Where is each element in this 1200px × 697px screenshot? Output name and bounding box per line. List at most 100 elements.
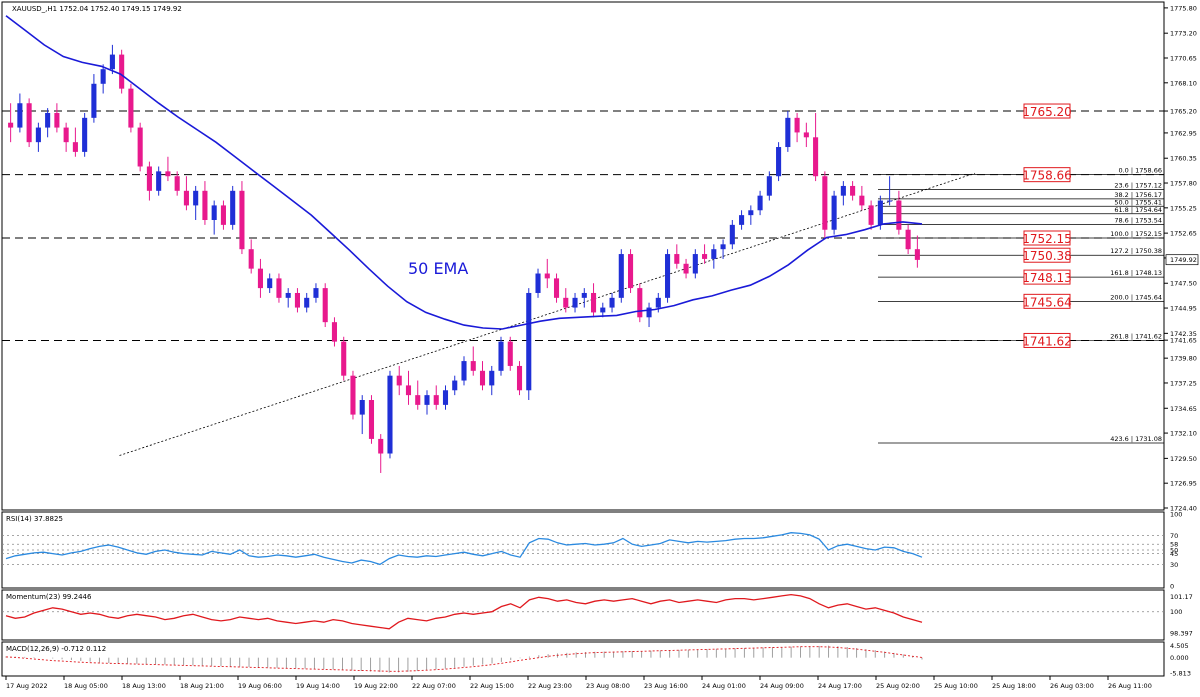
candle-body: [276, 278, 282, 298]
candle-body: [45, 112, 51, 128]
candle-body: [507, 341, 513, 366]
candle-body: [17, 103, 23, 128]
candle-body: [368, 400, 375, 439]
level-label-box: [1023, 293, 1071, 309]
time-tick-label: 18 Aug 13:00: [122, 682, 166, 690]
candle-body: [415, 395, 421, 405]
rsi-label: RSI(14) 37.8825: [6, 515, 63, 523]
macd-axis-label: 4.505: [1170, 642, 1189, 650]
candle-body: [850, 185, 856, 196]
time-tick-label: 23 Aug 08:00: [586, 682, 630, 690]
candle-body: [748, 210, 754, 216]
candle-body: [433, 395, 439, 405]
candle-body: [128, 88, 134, 128]
price-tick-label: 1747.50: [1170, 280, 1197, 288]
price-tick-label: 1729.50: [1170, 455, 1197, 463]
price-tick-label: 1768.10: [1170, 79, 1197, 87]
price-tick-label: 1755.25: [1170, 204, 1197, 212]
candle-body: [665, 254, 671, 298]
candle-body: [720, 244, 726, 250]
candle-body: [489, 370, 495, 386]
price-tick-label: 1741.65: [1170, 337, 1197, 345]
fib-label: 0.0 | 1758.66: [1118, 167, 1162, 175]
time-tick-label: 25 Aug 18:00: [992, 682, 1036, 690]
candle-body: [646, 307, 652, 318]
candle-body: [220, 205, 226, 225]
candle-body: [859, 195, 865, 206]
rsi-axis-label: 50: [1170, 547, 1178, 555]
level-label-box: [1023, 332, 1071, 348]
candle-body: [822, 176, 828, 230]
candle-body: [267, 278, 273, 289]
candle-body: [72, 142, 78, 152]
momentum-line: [5, 593, 923, 630]
price-tick-label: 1752.65: [1170, 230, 1197, 238]
candle-body: [119, 54, 125, 89]
candle-body: [887, 200, 893, 202]
momentum-axis-label: 101.17: [1170, 593, 1193, 601]
candle-body: [174, 176, 180, 191]
price-tick-label: 1757.80: [1170, 180, 1197, 188]
rsi-axis-label: 45: [1170, 550, 1178, 558]
time-tick-label: 25 Aug 02:00: [876, 682, 920, 690]
candle-body: [183, 190, 189, 206]
level-label: 1741.62: [1022, 334, 1072, 348]
candle-body: [202, 190, 208, 220]
candle-body: [628, 254, 634, 289]
level-label-box: [1023, 103, 1071, 119]
candle-body: [350, 375, 356, 415]
price-tick-label: 1737.25: [1170, 379, 1197, 387]
candle-body: [637, 288, 643, 318]
price-tick-label: 1742.35: [1170, 330, 1197, 338]
level-label: 1745.64: [1022, 295, 1072, 309]
candle-body: [359, 400, 365, 415]
candle-body: [526, 292, 532, 391]
candle-body: [914, 249, 920, 260]
time-tick-label: 24 Aug 09:00: [760, 682, 804, 690]
rsi-axis-label: 58: [1170, 541, 1178, 549]
fib-label: 50.0 | 1755.41: [1114, 198, 1162, 206]
price-tick-label: 1739.80: [1170, 355, 1197, 363]
candle-body: [766, 176, 772, 196]
candle-body: [655, 297, 661, 308]
candle-body: [294, 292, 300, 308]
momentum-label: Momentum(23) 99.2446: [6, 593, 92, 601]
fib-label: 61.8 | 1754.64: [1114, 206, 1162, 214]
fib-label: 78.6 | 1753.54: [1114, 216, 1162, 224]
fib-label: 200.0 | 1745.64: [1110, 293, 1162, 301]
candle-body: [8, 122, 14, 128]
candle-body: [109, 54, 115, 70]
time-tick-label: 22 Aug 23:00: [528, 682, 572, 690]
rsi-axis-label: 0: [1170, 583, 1174, 591]
candle-body: [776, 147, 782, 177]
candle-body: [396, 375, 402, 386]
ema-annotation: 50 EMA: [408, 259, 468, 278]
chart-header: XAUUSD_,H1 1752.04 1752.40 1749.15 1749.…: [12, 5, 182, 13]
candle-body: [590, 292, 597, 313]
candle-body: [785, 117, 791, 148]
candle-body: [341, 341, 347, 376]
candle-body: [405, 385, 412, 396]
candle-body: [544, 273, 550, 279]
candle-body: [63, 127, 69, 143]
price-tick-label: 1744.95: [1170, 305, 1197, 313]
price-tick-label: 1732.10: [1170, 430, 1197, 438]
candle-body: [692, 254, 698, 274]
macd-label: MACD(12,26,9) -0.712 0.112: [6, 645, 106, 653]
candle-body: [91, 83, 97, 118]
macd-axis-label: -5.813: [1170, 670, 1191, 678]
price-tick-label: 1775.80: [1170, 4, 1197, 12]
fib-label: 423.6 | 1731.08: [1110, 435, 1162, 443]
level-label-box: [1023, 230, 1071, 246]
candle-body: [905, 229, 911, 250]
price-tick-label: 1724.40: [1170, 505, 1197, 513]
level-label-box: [1023, 269, 1071, 285]
candle-body: [683, 263, 689, 274]
candle-body: [82, 117, 88, 152]
candle-body: [618, 254, 624, 298]
candle-body: [563, 297, 569, 308]
momentum-pane-frame: [1, 589, 1165, 641]
candle-body: [442, 390, 449, 405]
price-tick-label: 1762.95: [1170, 129, 1197, 137]
